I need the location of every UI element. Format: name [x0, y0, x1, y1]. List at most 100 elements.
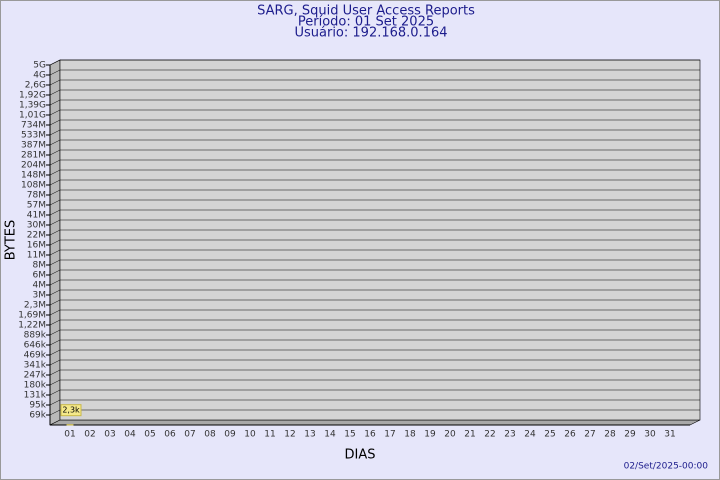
x-tick-label: 28	[604, 430, 616, 440]
y-tick-label: 78M	[27, 191, 46, 201]
y-tick-label: 8M	[33, 261, 47, 271]
x-tick-label: 23	[504, 430, 515, 440]
grid-line	[49, 259, 700, 266]
value-label-box	[60, 404, 82, 417]
x-tick-label: 30	[644, 430, 656, 440]
y-tick-label: 646k	[24, 341, 47, 351]
grid-line	[49, 359, 700, 366]
grid-line	[49, 149, 700, 156]
y-tick-label: 281M	[21, 151, 46, 161]
grid-line	[49, 209, 700, 216]
grid-line	[49, 379, 700, 386]
x-tick-label: 14	[324, 430, 336, 440]
x-tick-label: 10	[244, 430, 256, 440]
y-tick-label: 533M	[21, 131, 46, 141]
grid-line	[49, 369, 700, 376]
x-tick-label: 18	[404, 430, 416, 440]
y-tick-label: 469k	[24, 351, 47, 361]
grid-line	[49, 229, 700, 236]
y-tick-label: 57M	[27, 201, 46, 211]
x-tick-label: 16	[364, 430, 376, 440]
value-label: 2,3k	[62, 406, 80, 415]
y-tick-label: 22M	[27, 231, 46, 241]
y-tick-label: 247k	[24, 371, 47, 381]
y-tick-label: 69k	[29, 411, 46, 421]
grid-line	[49, 109, 700, 116]
grid-line	[49, 89, 700, 96]
x-tick-label: 27	[584, 430, 595, 440]
y-tick-label: 734M	[21, 121, 46, 131]
x-tick-label: 29	[624, 430, 636, 440]
x-tick-label: 25	[544, 430, 555, 440]
x-tick-label: 26	[564, 430, 576, 440]
grid-line	[49, 169, 700, 176]
x-tick-label: 19	[424, 430, 436, 440]
grid-line	[49, 179, 700, 186]
x-tick-label: 02	[84, 430, 95, 440]
x-tick-label: 06	[164, 430, 176, 440]
y-tick-label: 2,6G	[25, 81, 46, 91]
y-axis-label: BYTES	[4, 220, 19, 261]
grid-line	[49, 249, 700, 256]
grid-line	[49, 119, 700, 126]
y-tick-label: 108M	[21, 181, 46, 191]
y-tick-label: 148M	[21, 171, 46, 181]
grid-line	[49, 219, 700, 226]
x-tick-label: 15	[344, 430, 355, 440]
x-tick-label: 13	[304, 430, 315, 440]
footer: 02/Set/2025-00:00	[624, 462, 709, 472]
grid-line	[49, 399, 700, 406]
y-tick-label: 180k	[24, 381, 47, 391]
y-tick-label: 1,22M	[18, 321, 46, 331]
y-tick-label: 41M	[27, 211, 46, 221]
y-tick-label: 2,3M	[24, 301, 46, 311]
subtitle: Período: 01 Set 2025	[298, 15, 434, 30]
x-tick-label: 05	[144, 430, 155, 440]
x-tick-label: 04	[124, 430, 136, 440]
y-tick-label: 16M	[27, 241, 46, 251]
y-tick-label: 1,92G	[19, 91, 46, 101]
grid-line	[49, 329, 700, 336]
grid-line	[49, 319, 700, 326]
floor	[49, 419, 701, 426]
x-tick-label: 03	[104, 430, 115, 440]
x-tick-label: 07	[184, 430, 195, 440]
grid-line	[49, 339, 700, 346]
x-tick-label: 01	[64, 430, 75, 440]
y-tick-label: 30M	[27, 221, 46, 231]
grid-line	[49, 159, 700, 166]
grid-line	[49, 239, 700, 246]
grid-line	[49, 299, 700, 306]
x-tick-label: 17	[384, 430, 395, 440]
x-tick-label: 11	[264, 430, 275, 440]
y-tick-label: 1,01G	[19, 111, 46, 121]
y-tick-label: 4M	[33, 281, 47, 291]
grid-line	[49, 409, 700, 416]
x-tick-label: 24	[524, 430, 536, 440]
y-tick-label: 6M	[33, 271, 47, 281]
y-tick-label: 889k	[24, 331, 47, 341]
y-tick-label: 3M	[33, 291, 47, 301]
grid-line	[49, 129, 700, 136]
subtitle: Usuário: 192.168.0.164	[294, 26, 447, 41]
x-tick-label: 21	[464, 430, 475, 440]
grid-line	[49, 279, 700, 286]
grid-line	[49, 309, 700, 316]
y-tick-label: 5G	[33, 61, 46, 71]
grid-line	[49, 139, 700, 146]
x-tick-label: 09	[224, 430, 236, 440]
grid-line	[49, 189, 700, 196]
x-axis-label: DIAS	[345, 448, 376, 463]
y-tick-label: 387M	[21, 141, 46, 151]
y-tick-label: 95k	[29, 401, 46, 411]
x-tick-label: 20	[444, 430, 456, 440]
chart-title: SARG, Squid User Access Reports	[257, 4, 475, 19]
grid-line	[49, 389, 700, 396]
x-tick-label: 31	[664, 430, 675, 440]
y-tick-label: 1,69M	[18, 311, 46, 321]
x-tick-label: 22	[484, 430, 495, 440]
y-tick-label: 1,39G	[19, 101, 46, 111]
grid-line	[49, 59, 700, 66]
y-tick-label: 4G	[33, 71, 46, 81]
